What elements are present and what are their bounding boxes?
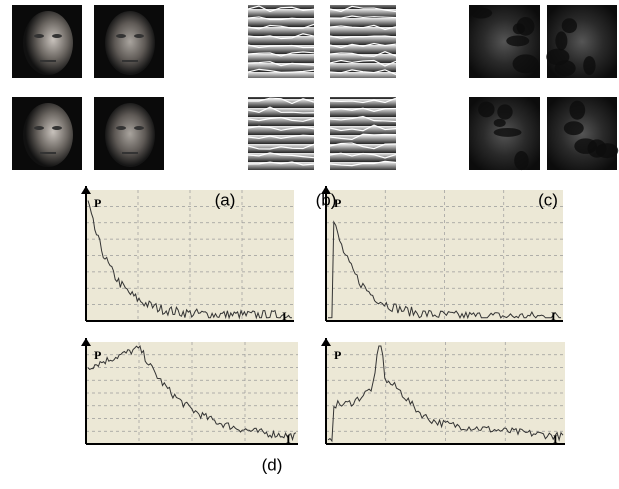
magnitude-blob xyxy=(512,54,539,74)
magnitude-blob xyxy=(546,48,570,66)
phase-image xyxy=(248,97,314,170)
magnitude-blob xyxy=(583,56,596,75)
phase-edge xyxy=(247,106,315,114)
phase-edge xyxy=(329,59,397,67)
phase-edge xyxy=(247,143,315,150)
phase-edge xyxy=(329,51,397,57)
phase-edge xyxy=(329,133,397,141)
eye xyxy=(116,126,126,130)
magnitude-blob xyxy=(470,7,493,19)
phase-edge xyxy=(247,61,315,67)
x-axis-label: I xyxy=(286,432,291,446)
histogram-panels: P I P I P I P I xyxy=(81,186,565,446)
phase-image xyxy=(330,5,396,78)
magnitude-blob xyxy=(569,100,586,120)
phase-edge xyxy=(329,124,397,132)
eye xyxy=(34,34,44,38)
panel-label: (c) xyxy=(538,190,558,209)
eye xyxy=(52,34,62,38)
phase-edge xyxy=(329,69,397,76)
panel-label: (d) xyxy=(262,455,283,474)
y-axis-label: P xyxy=(334,196,341,210)
phase-edge xyxy=(247,5,315,13)
magnitude-blob xyxy=(497,104,513,120)
magnitude-blob xyxy=(506,35,530,47)
magnitude-blob xyxy=(516,17,535,36)
phase-edge xyxy=(247,134,315,140)
phase-edge xyxy=(247,33,315,40)
phase-edge xyxy=(247,23,315,30)
face xyxy=(23,11,73,75)
phase-image xyxy=(248,5,314,78)
image-panels xyxy=(12,5,619,171)
phase-edge xyxy=(329,142,397,150)
phase-edge xyxy=(247,97,315,105)
histogram-curve xyxy=(328,220,562,320)
phase-edge xyxy=(329,160,397,167)
x-axis-label: I xyxy=(553,432,558,446)
y-axis-label: P xyxy=(94,348,101,362)
y-arrow xyxy=(321,338,331,346)
phase-edge xyxy=(247,68,315,73)
eye xyxy=(134,34,144,38)
phase-edge xyxy=(247,152,315,159)
magnitude-blob xyxy=(595,143,619,159)
magnitude-blob xyxy=(563,121,584,136)
magnitude-blob xyxy=(574,138,597,154)
phase-edge xyxy=(247,161,315,166)
panel-label: (b) xyxy=(316,190,337,209)
histogram-curve xyxy=(87,200,292,320)
magnitude-blob xyxy=(493,127,522,137)
y-arrow xyxy=(81,338,91,346)
magnitude-blob xyxy=(555,31,568,51)
phase-edge xyxy=(329,5,397,13)
phase-edge xyxy=(329,107,397,112)
face xyxy=(105,11,155,75)
phase-edge xyxy=(329,152,397,159)
histogram-curve xyxy=(327,345,564,443)
y-arrow xyxy=(321,186,331,194)
phase-edge xyxy=(329,24,397,31)
eye xyxy=(134,126,144,130)
eye xyxy=(116,34,126,38)
y-arrow xyxy=(81,186,91,194)
y-axis-label: P xyxy=(334,348,341,362)
magnitude-blob xyxy=(561,18,578,34)
panel-label: (a) xyxy=(215,190,236,209)
y-axis-label: P xyxy=(94,196,101,210)
x-axis-label: I xyxy=(551,309,556,323)
x-axis-label: I xyxy=(282,309,287,323)
magnitude-blob xyxy=(493,118,506,127)
histogram-curve xyxy=(87,344,297,442)
phase-edge xyxy=(247,125,315,131)
phase-edge xyxy=(247,116,315,122)
magnitude-blob xyxy=(514,150,529,171)
phase-edge xyxy=(247,51,315,57)
phase-edge xyxy=(329,15,397,19)
phase-edge xyxy=(329,97,397,104)
phase-edge xyxy=(329,115,397,123)
face xyxy=(23,103,73,167)
phase-edge xyxy=(329,42,397,49)
phase-edge xyxy=(247,44,315,49)
magnitude-blob xyxy=(478,101,495,118)
eye xyxy=(52,126,62,130)
face xyxy=(105,103,155,167)
phase-edge xyxy=(247,16,315,21)
phase-edge xyxy=(329,35,397,39)
eye xyxy=(34,126,44,130)
